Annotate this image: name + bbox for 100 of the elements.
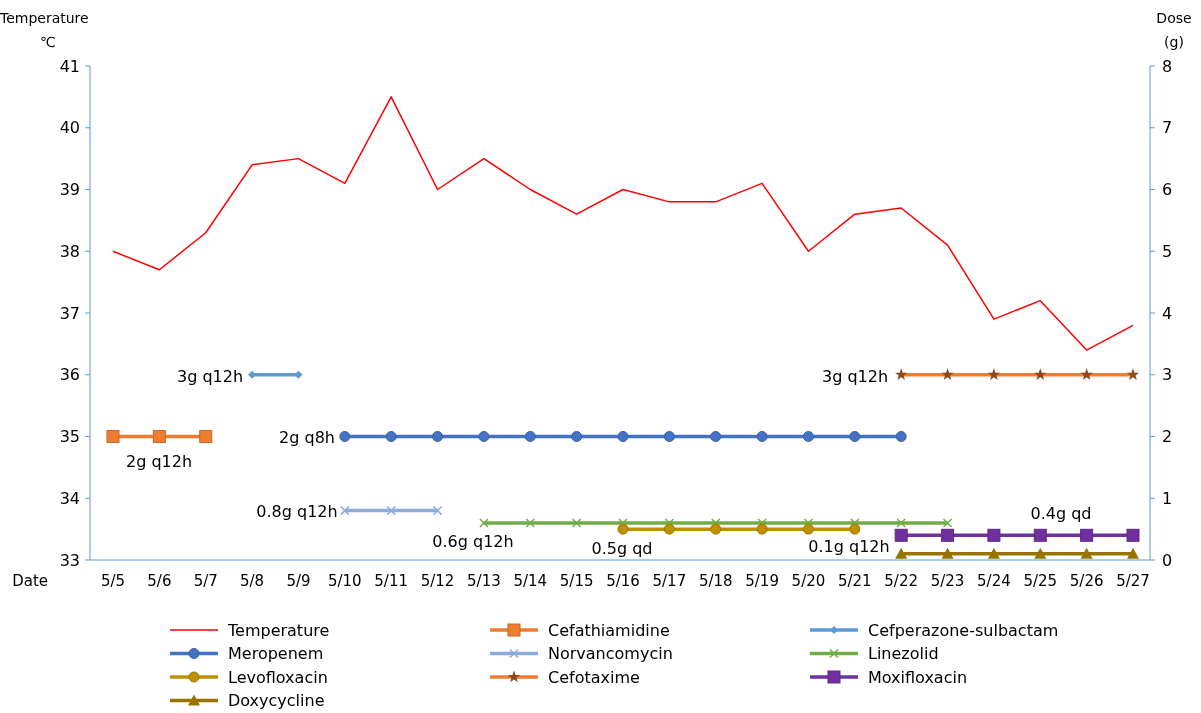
- point: [617, 431, 629, 442]
- point: [1080, 547, 1093, 559]
- y-tick-label: 35: [59, 427, 80, 447]
- point: [942, 518, 953, 528]
- y2-tick-label: 8: [1162, 56, 1173, 76]
- point: [756, 431, 768, 442]
- y2-axis-title: Dose (g): [1156, 10, 1192, 50]
- x-axis-title: Date: [12, 572, 48, 590]
- point: [894, 528, 908, 542]
- x-tick-label: 5/6: [147, 572, 172, 590]
- point: [896, 518, 906, 528]
- y-tick-label: 38: [59, 241, 80, 261]
- point: [941, 547, 954, 559]
- x-tick-label: 5/22: [884, 572, 919, 590]
- x-tick-label: 5/11: [374, 572, 409, 590]
- x-tick-label: 5/15: [559, 572, 594, 590]
- point: [617, 523, 629, 535]
- annotation: 0.5g qd: [591, 538, 653, 558]
- y-tick-label: 34: [59, 488, 80, 508]
- point: [432, 431, 444, 442]
- x-tick-label: 5/24: [977, 572, 1011, 590]
- y2-tick-label: 0: [1162, 550, 1173, 570]
- point: [710, 431, 722, 442]
- x-tick-label: 5/18: [698, 572, 733, 590]
- point: [1034, 547, 1047, 559]
- y2-tick-label: 1: [1162, 488, 1173, 508]
- point: [524, 431, 536, 442]
- x-tick-label: 5/7: [193, 572, 218, 590]
- x-tick-label: 5/23: [930, 572, 965, 590]
- y2-tick-label: 6: [1162, 180, 1173, 200]
- point: [340, 505, 350, 516]
- point: [663, 523, 675, 535]
- x-tick-label: 5/25: [1023, 572, 1058, 590]
- point: [710, 523, 722, 535]
- point: [941, 528, 955, 542]
- x-tick-label: 5/9: [286, 572, 311, 590]
- point: [478, 431, 490, 442]
- point: [895, 431, 907, 442]
- annotation: 3g q12h: [821, 366, 889, 386]
- annotation: 3g q12h: [176, 366, 244, 386]
- point: [802, 523, 814, 535]
- annotation: 0.6g q12h: [432, 531, 514, 551]
- x-tick-label: 5/26: [1069, 572, 1104, 590]
- point: [385, 431, 397, 442]
- y2-tick-label: 5: [1162, 241, 1173, 261]
- y2-tick-label: 3: [1162, 365, 1173, 385]
- x-tick-label: 5/16: [606, 572, 640, 590]
- point: [663, 431, 675, 442]
- x-tick-label: 5/14: [513, 572, 548, 590]
- point: [571, 431, 583, 442]
- y2-tick-label: 4: [1162, 303, 1173, 323]
- y-tick-label: 41: [59, 56, 80, 76]
- annotation: 0.8g q12h: [256, 501, 338, 521]
- x-tick-label: 5/8: [240, 572, 265, 590]
- y-tick-label: 40: [59, 118, 80, 138]
- y-axis-title: Temperature ℃: [0, 10, 89, 50]
- point: [479, 518, 489, 528]
- point: [895, 547, 908, 559]
- point: [571, 518, 582, 528]
- annotation: 2g q8h: [279, 427, 335, 447]
- annotation: 0.1g q12h: [808, 536, 890, 556]
- point: [1127, 547, 1139, 559]
- x-tick-label: 5/5: [100, 572, 126, 590]
- point: [339, 431, 351, 442]
- legend-label: Norvancomycin: [548, 644, 673, 664]
- point: [432, 505, 443, 516]
- point: [1126, 528, 1140, 542]
- legend-label: Meropenem: [228, 644, 324, 664]
- legend-label: Moxifloxacin: [868, 667, 968, 687]
- point: [756, 523, 768, 535]
- annotation: 0.4g qd: [1030, 503, 1092, 523]
- legend-label: Cefathiamidine: [548, 620, 670, 640]
- point: [525, 518, 536, 528]
- y-tick-label: 33: [59, 550, 80, 570]
- y-tick-label: 36: [59, 365, 80, 385]
- point: [802, 431, 814, 442]
- point: [386, 505, 396, 516]
- legend-label: Temperature: [227, 620, 330, 640]
- point: [849, 431, 861, 442]
- point: [199, 430, 213, 443]
- x-tick-label: 5/17: [652, 572, 687, 590]
- legend-label: Cefperazone-sulbactam: [868, 620, 1059, 640]
- x-tick-label: 5/13: [467, 572, 501, 590]
- y2-tick-label: 2: [1162, 427, 1173, 447]
- point: [987, 547, 1000, 559]
- x-tick-label: 5/27: [1116, 572, 1150, 590]
- y-tick-label: 39: [59, 180, 80, 200]
- point: [1080, 528, 1094, 542]
- legend-label: Linezolid: [868, 644, 939, 664]
- x-tick-label: 5/19: [745, 572, 779, 590]
- annotation: 2g q12h: [125, 451, 193, 471]
- line-series: [112, 96, 1134, 351]
- x-tick-label: 5/20: [791, 572, 826, 590]
- point: [987, 528, 1001, 542]
- y2-tick-label: 7: [1162, 118, 1173, 138]
- legend-label: Cefotaxime: [548, 667, 640, 687]
- legend-label: Levofloxacin: [228, 667, 328, 687]
- x-tick-label: 5/12: [420, 572, 455, 590]
- x-tick-label: 5/10: [327, 572, 362, 590]
- y-tick-label: 37: [59, 303, 80, 323]
